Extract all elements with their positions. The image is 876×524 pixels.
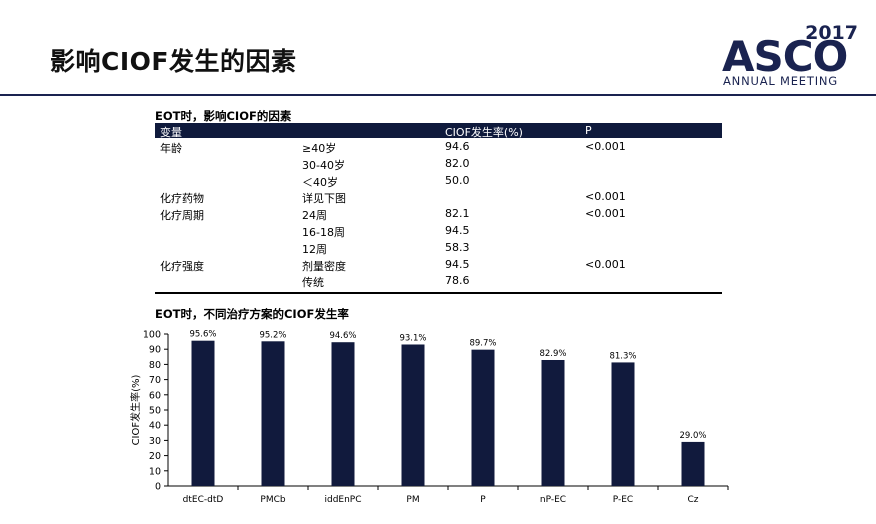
bar <box>401 344 425 486</box>
table-cell: 化疗药物 <box>160 192 204 206</box>
table-row: 传统 78.6 <box>155 273 722 289</box>
table-cell: 化疗强度 <box>160 259 204 273</box>
chart-title: EOT时，不同治疗方案的CIOF发生率 <box>155 307 349 321</box>
title-divider <box>0 94 876 96</box>
bar <box>611 362 635 486</box>
table-row: 12周 58.3 <box>155 240 722 256</box>
table-cell: 82.1 <box>445 207 470 221</box>
data-label: 95.2% <box>259 330 286 340</box>
table-row: 化疗强度 剂量密度 94.5 <0.001 <box>155 257 722 273</box>
table-header-row: 变量 CIOF发生率(%) P <box>155 123 722 139</box>
y-tick-label: 60 <box>149 390 161 401</box>
data-label: 93.1% <box>399 333 426 343</box>
y-tick-label: 30 <box>149 436 161 447</box>
x-tick-label: nP-EC <box>540 495 566 505</box>
data-label: 94.6% <box>329 331 356 341</box>
y-tick-label: 0 <box>155 482 161 493</box>
table-cell: 16-18周 <box>302 226 345 239</box>
table-cell: 78.6 <box>445 274 470 288</box>
logo-wordmark: ASCO <box>722 32 848 81</box>
table-row: 化疗药物 详见下图 <0.001 <box>155 189 722 205</box>
table-cell: 详见下图 <box>302 192 346 206</box>
y-tick-label: 90 <box>149 345 161 356</box>
asco-logo: 2017 ASCO ANNUAL MEETING <box>722 22 870 92</box>
bar <box>331 342 355 486</box>
y-tick-label: 50 <box>149 406 161 417</box>
data-label: 29.0% <box>679 431 706 441</box>
table-cell: 82.0 <box>445 156 470 170</box>
bar <box>471 349 495 486</box>
table-header-cell: 变量 <box>160 126 182 139</box>
data-label: 82.9% <box>539 349 566 359</box>
data-label: 89.7% <box>469 339 496 349</box>
table-row: ＜40岁 50.0 <box>155 173 722 189</box>
table-cell: 58.3 <box>445 240 470 254</box>
logo-subtitle: ANNUAL MEETING <box>723 74 839 88</box>
y-axis-label: CIOF发生率(%) <box>129 374 142 445</box>
table-cell: 94.6 <box>445 140 470 153</box>
table-row: 30-40岁 82.0 <box>155 156 722 172</box>
x-tick-label: P <box>480 495 486 505</box>
table-cell: 24周 <box>302 209 327 223</box>
x-tick-label: PM <box>406 495 419 505</box>
x-tick-label: Cz <box>687 495 698 505</box>
x-tick-label: iddEnPC <box>324 495 361 505</box>
data-label: 95.6% <box>189 330 216 340</box>
table-cell: 剂量密度 <box>302 259 346 273</box>
data-label: 81.3% <box>609 351 636 361</box>
y-tick-label: 70 <box>149 375 161 386</box>
y-tick-label: 20 <box>149 451 161 462</box>
slide-title: 影响CIOF发生的因素 <box>50 47 297 76</box>
table-cell: <0.001 <box>585 257 626 271</box>
y-tick-label: 40 <box>149 421 161 432</box>
table-cell: 94.5 <box>445 224 470 237</box>
table-cell: 12周 <box>302 242 327 256</box>
x-tick-label: dtEC-dtD <box>183 495 224 505</box>
table-cell: <0.001 <box>585 140 626 153</box>
table-cell: <0.001 <box>585 207 626 221</box>
y-tick-label: 10 <box>149 466 161 477</box>
table-cell: ≥40岁 <box>302 142 337 155</box>
table-cell: 化疗周期 <box>160 209 204 223</box>
table-row: 化疗周期 24周 82.1 <0.001 <box>155 206 722 222</box>
table-cell: 30-40岁 <box>302 158 345 172</box>
table-row: 年龄 ≥40岁 94.6 <0.001 <box>155 139 722 155</box>
table-cell: <0.001 <box>585 190 626 204</box>
x-tick-label: P-EC <box>613 495 633 505</box>
bar <box>191 340 215 486</box>
table-header-cell: CIOF发生率(%) <box>445 126 523 139</box>
table-cell: 50.0 <box>445 173 470 187</box>
table-cell: ＜40岁 <box>302 175 338 189</box>
table-bottom-rule <box>155 292 722 294</box>
table-title: EOT时，影响CIOF的因素 <box>155 109 292 123</box>
logo-year: 2017 <box>805 22 858 44</box>
bar <box>541 359 565 486</box>
table-cell: 年龄 <box>160 142 182 155</box>
x-tick-label: PMCb <box>260 495 285 505</box>
bar <box>681 441 705 486</box>
bar <box>261 341 285 486</box>
table-header-cell: P <box>585 124 592 137</box>
table-cell: 94.5 <box>445 257 470 271</box>
table-cell: 传统 <box>302 276 324 290</box>
y-tick-label: 80 <box>149 360 161 371</box>
y-tick-label: 100 <box>143 330 161 341</box>
table-body: 年龄 ≥40岁 94.6 <0.001 30-40岁 82.0 ＜40岁 50.0 化疗药物 详见… <box>155 139 722 295</box>
table-row: 16-18周 94.5 <box>155 223 722 239</box>
